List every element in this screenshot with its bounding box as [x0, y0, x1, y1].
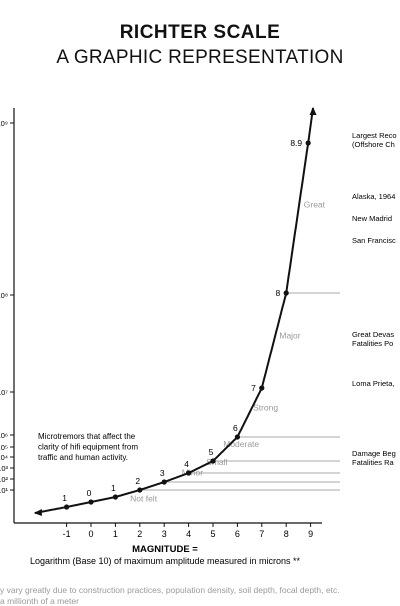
category-label: Moderate — [223, 439, 259, 449]
data-point-label: 2 — [135, 476, 140, 486]
x-tick-label: 4 — [186, 529, 191, 539]
right-label-text: San Francisc — [352, 236, 396, 245]
x-tick-label: -1 — [63, 529, 71, 539]
y-tick-label: 10⁴ — [0, 453, 8, 462]
y-tick-label: 10⁶ — [0, 431, 8, 440]
annotation: Microtremors that affect the clarity of h… — [38, 432, 138, 462]
annotation-text: traffic and human activity. — [38, 453, 128, 462]
y-tick-label: 10⁸ — [0, 291, 8, 300]
footnote-1: y vary greatly due to construction pract… — [0, 585, 340, 595]
data-point-label: 0 — [87, 488, 92, 498]
category-label: Minor — [182, 468, 203, 478]
x-tick-label: 5 — [210, 529, 215, 539]
y-axis-ticks: 10⁹ 10⁸ 10⁷ 10⁶ 10⁵10⁴ 10³ 10² 10¹ — [0, 119, 14, 495]
x-tick-label: 9 — [308, 529, 313, 539]
y-tick-label: 10³ — [0, 464, 8, 473]
right-label-text: Largest Reco — [352, 131, 397, 140]
category-label: Great — [304, 200, 326, 210]
data-point — [161, 479, 167, 485]
right-label-text: Damage Beg — [352, 449, 396, 458]
y-tick-label: 10² — [0, 475, 8, 484]
annotation-text: clarity of hifi equipment from — [38, 443, 138, 452]
data-point — [259, 385, 265, 391]
right-label-text: Great Devas — [352, 330, 394, 339]
right-label-text: Alaska, 1964 — [352, 192, 395, 201]
category-label: Strong — [253, 403, 278, 413]
data-point — [283, 290, 289, 296]
category-label: Small — [206, 457, 227, 467]
chart-title: RICHTER SCALE — [119, 22, 281, 43]
annotation-text: Microtremors that affect the — [38, 432, 136, 441]
data-point — [112, 494, 118, 500]
right-labels: Largest Reco(Offshore Ch Alaska, 1964 New … — [352, 131, 397, 467]
data-point-label: 6 — [233, 423, 238, 433]
x-tick-label: 2 — [137, 529, 142, 539]
right-label-text: New Madrid — [352, 214, 392, 223]
y-tick-label: 10⁷ — [0, 388, 8, 397]
x-tick-label: 6 — [235, 529, 240, 539]
right-label-text: Loma Prieta, — [352, 379, 395, 388]
category-label: Major — [279, 331, 300, 341]
data-point-label: 3 — [160, 468, 165, 478]
data-points: 1 0 1 2 3 4 5 6 7 8 8.9 — [62, 138, 311, 510]
data-point-label: 4 — [184, 459, 189, 469]
right-label-text: Fatalities Ra — [352, 458, 395, 467]
x-tick-label: 0 — [88, 529, 93, 539]
y-tick-label: 10⁵ — [0, 443, 8, 452]
right-label-text: (Offshore Ch — [352, 140, 395, 149]
data-point-label: 8 — [275, 288, 280, 298]
footnote-2: a millionth of a meter — [0, 596, 79, 606]
data-point — [186, 470, 192, 476]
data-point — [234, 434, 240, 440]
data-point-label: 1 — [111, 483, 116, 493]
data-point — [305, 140, 311, 146]
right-label-text: Fatalities Po — [352, 339, 393, 348]
x-axis-ticks: -1 0 1 2 3 4 5 6 7 8 9 — [63, 523, 313, 539]
x-tick-label: 7 — [259, 529, 264, 539]
data-point-label: 1 — [62, 493, 67, 503]
data-point — [137, 487, 143, 493]
reference-lines — [139, 292, 340, 491]
y-tick-label: 10⁹ — [0, 119, 8, 128]
x-tick-label: 1 — [113, 529, 118, 539]
category-label: Not felt — [130, 494, 158, 504]
data-point-label: 7 — [251, 383, 256, 393]
x-axis-sublabel: Logarithm (Base 10) of maximum amplitude… — [30, 556, 301, 566]
magnitude-curve — [34, 107, 314, 514]
data-point-label: 8.9 — [290, 138, 302, 148]
data-point — [64, 504, 70, 510]
y-tick-label: 10¹ — [0, 486, 8, 495]
data-point — [210, 458, 216, 464]
x-axis-label: MAGNITUDE = — [132, 544, 198, 555]
x-tick-label: 8 — [284, 529, 289, 539]
x-tick-label: 3 — [162, 529, 167, 539]
data-point — [88, 499, 94, 505]
chart-subtitle: A GRAPHIC REPRESENTATION — [56, 47, 344, 68]
data-point-label: 5 — [209, 447, 214, 457]
